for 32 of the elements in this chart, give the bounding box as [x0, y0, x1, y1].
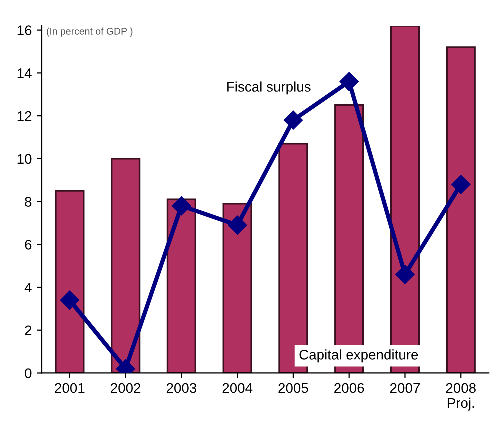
x-tick-label: 2006 — [334, 383, 364, 394]
point — [60, 290, 80, 310]
x-tick-label: 2007 — [390, 383, 420, 394]
y-tick-label: 4 — [24, 282, 32, 293]
point — [396, 265, 415, 284]
y-tick-label: 2 — [25, 326, 32, 336]
bar — [222, 203, 252, 374]
y-tick-label: 10 — [18, 154, 32, 164]
bar — [166, 198, 197, 374]
point — [340, 72, 359, 92]
point — [172, 196, 192, 216]
x-tick-label: 2003 — [166, 383, 197, 394]
point — [284, 110, 303, 130]
x-tick-label: 2005 — [278, 383, 308, 394]
point — [228, 216, 248, 235]
y-tick-label: 14 — [18, 68, 32, 78]
y-tick-label: 16 — [18, 26, 32, 36]
series-label: Fiscal surplus — [228, 82, 311, 95]
bar — [55, 190, 85, 374]
point — [452, 175, 471, 194]
y-tick-label: 0 — [25, 368, 32, 378]
series-label: Capital expenditure — [300, 350, 418, 363]
x-tick-label: 2004 — [222, 383, 253, 394]
y-tick-label: 12 — [18, 111, 32, 122]
y-tick-label: 8 — [25, 197, 32, 207]
y-tick-label: 6 — [25, 240, 32, 250]
x-tick-label: 2008 Proj. — [446, 383, 476, 411]
bar — [111, 158, 141, 374]
x-tick-label: 2002 — [111, 383, 141, 394]
bar — [446, 46, 476, 374]
annotation: (In percent of GDP ) — [47, 28, 133, 37]
x-tick-label: 2001 — [55, 383, 85, 394]
